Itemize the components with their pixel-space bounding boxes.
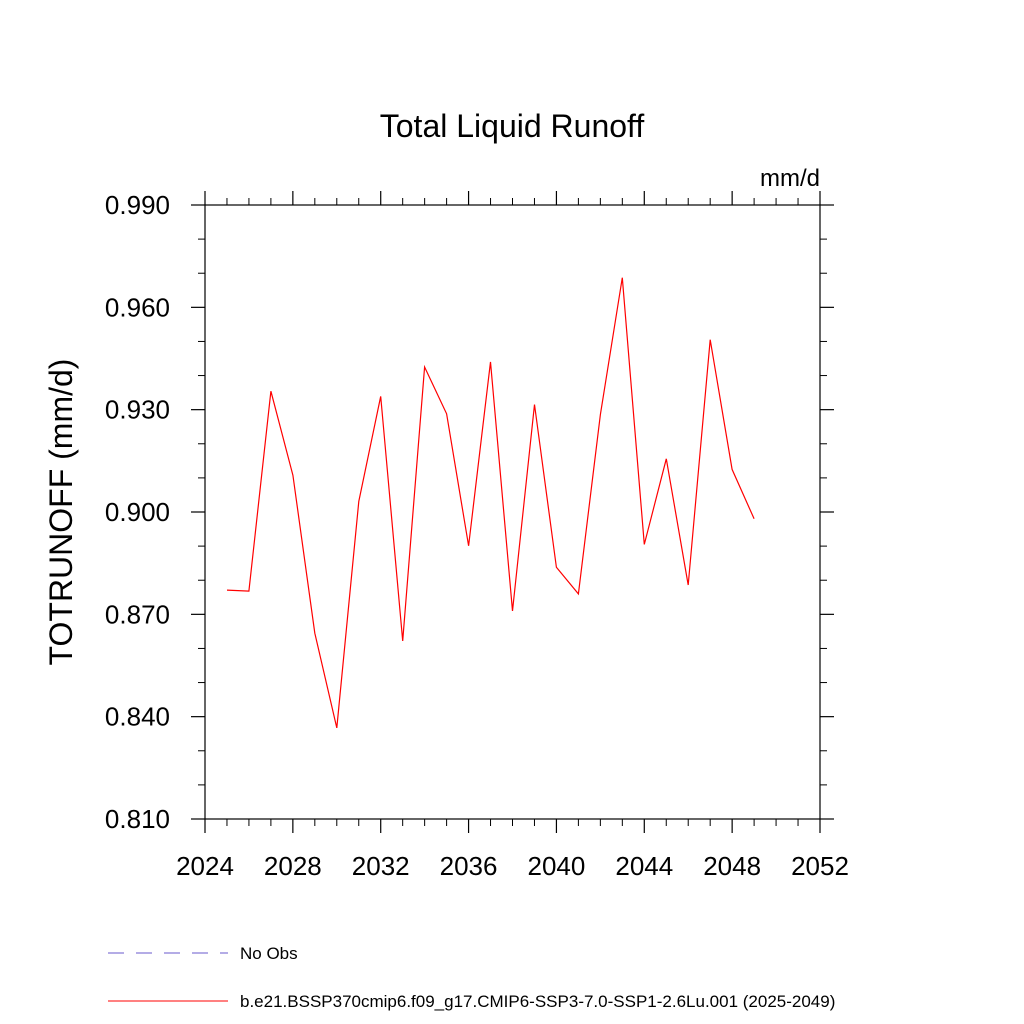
x-tick-label: 2028 (264, 851, 322, 881)
y-tick-label: 0.840 (105, 702, 170, 732)
y-tick-label: 0.870 (105, 599, 170, 629)
units-label: mm/d (760, 165, 820, 192)
x-tick-label: 2040 (528, 851, 586, 881)
x-tick-labels: 2024 2028 2032 2036 2040 2044 2048 2052 (176, 851, 849, 881)
y-tick-label: 0.810 (105, 804, 170, 834)
x-tick-label: 2052 (791, 851, 849, 881)
chart-title: Total Liquid Runoff (380, 108, 645, 144)
series-layer (226, 277, 755, 729)
axis-ticks (191, 191, 834, 833)
x-tick-label: 2024 (176, 851, 234, 881)
series-line (226, 277, 755, 729)
y-axis-label: TOTRUNOFF (mm/d) (43, 359, 79, 666)
x-tick-label: 2032 (352, 851, 410, 881)
y-tick-label: 0.990 (105, 190, 170, 220)
x-tick-label: 2048 (703, 851, 761, 881)
y-tick-labels: 0.810 0.840 0.870 0.900 0.930 0.960 0.990 (105, 190, 170, 834)
x-tick-label: 2036 (440, 851, 498, 881)
plot-frame (204, 204, 821, 820)
x-tick-label: 2044 (615, 851, 673, 881)
y-tick-label: 0.900 (105, 497, 170, 527)
legend-label: No Obs (240, 944, 298, 963)
legend: No Obs b.e21.BSSP370cmip6.f09_g17.CMIP6-S… (108, 944, 835, 1011)
y-tick-label: 0.930 (105, 395, 170, 425)
y-tick-label: 0.960 (105, 292, 170, 322)
legend-label: b.e21.BSSP370cmip6.f09_g17.CMIP6-SSP3-7.… (240, 992, 835, 1011)
